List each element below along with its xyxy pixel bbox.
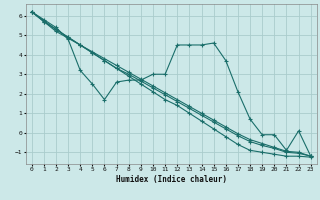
X-axis label: Humidex (Indice chaleur): Humidex (Indice chaleur)	[116, 175, 227, 184]
